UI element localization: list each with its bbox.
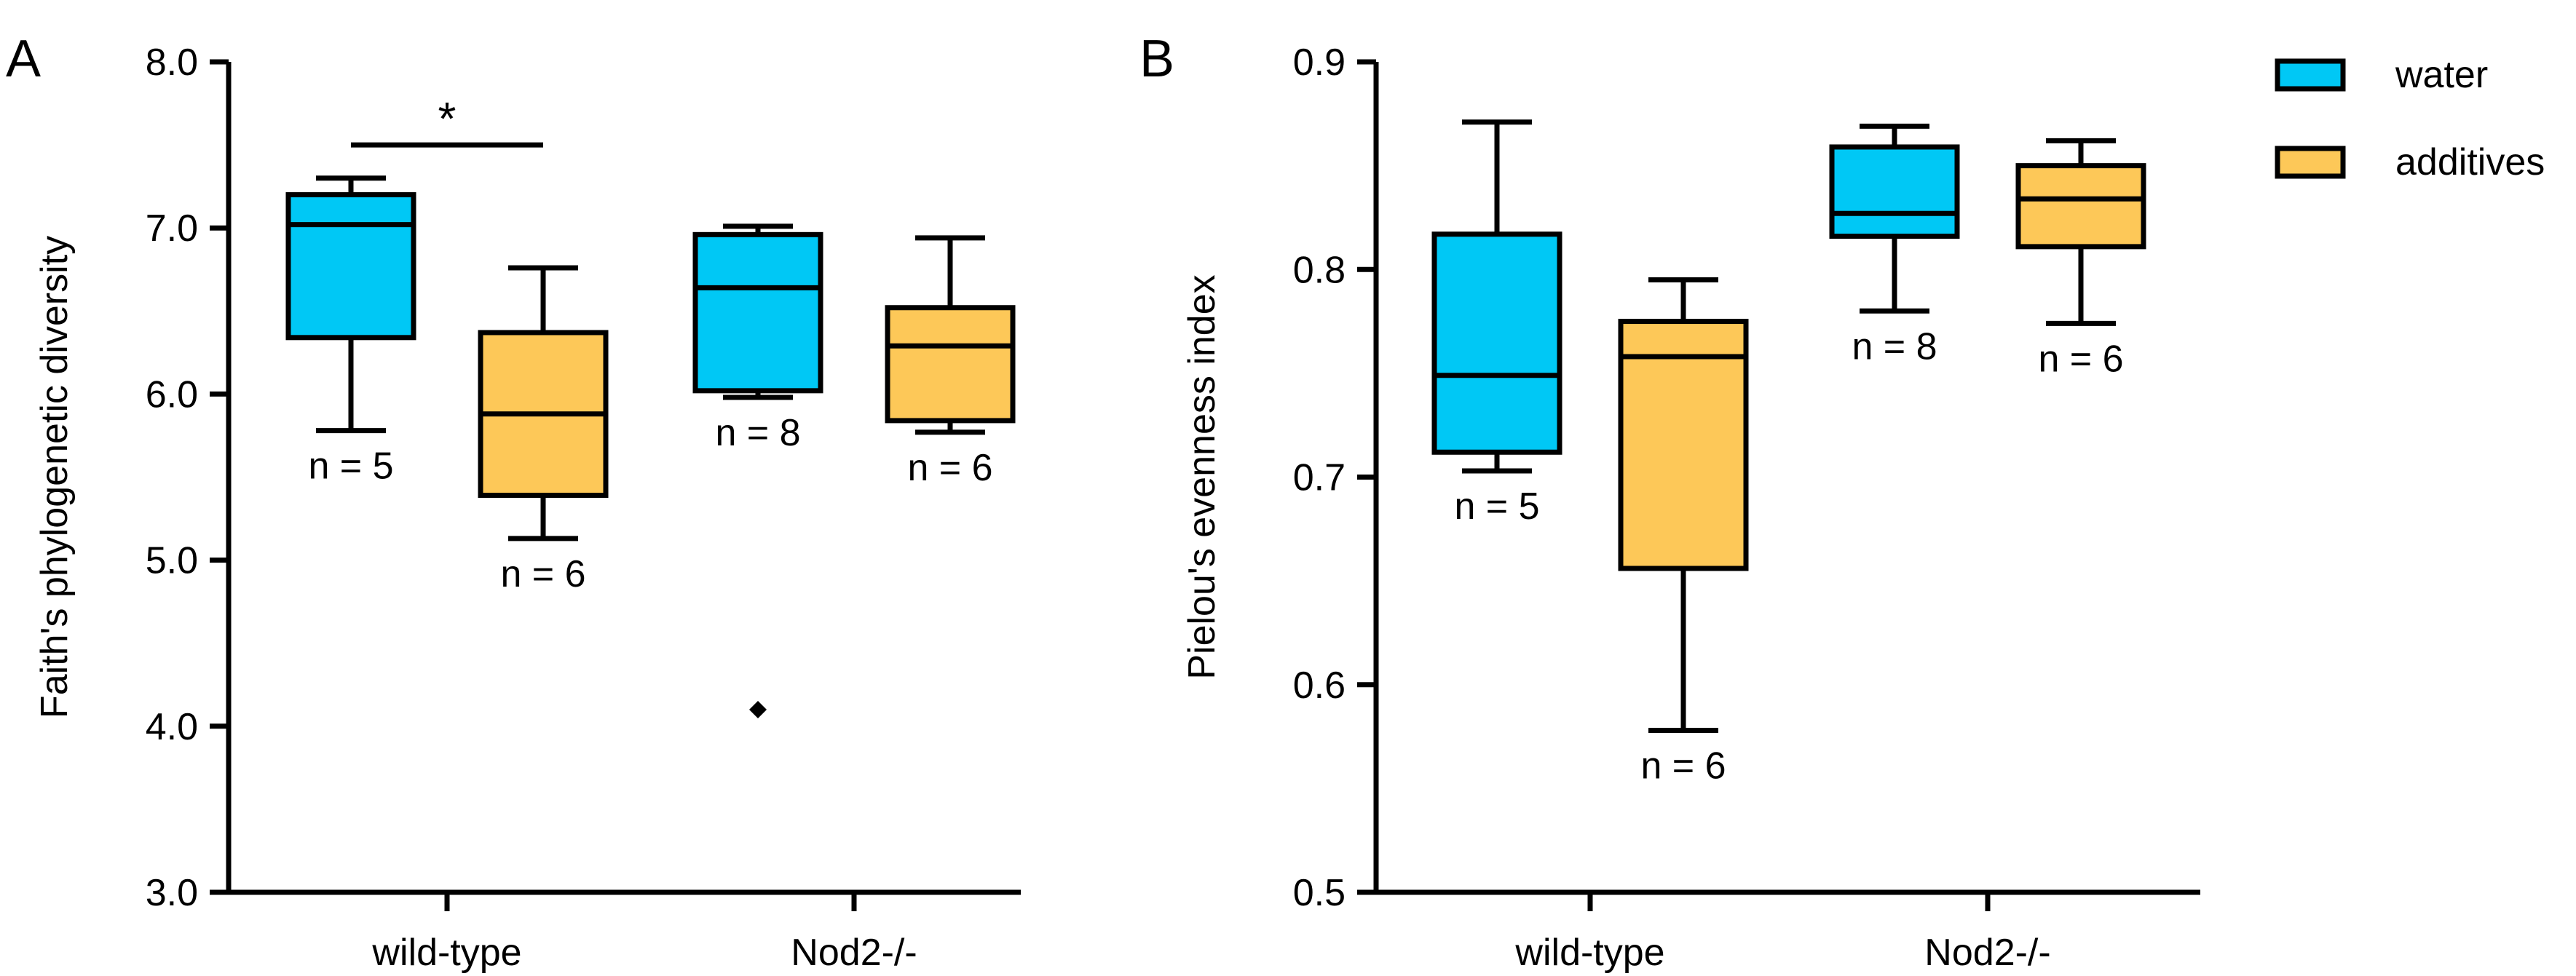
box-water-wildtype: n = 5 [1431,119,1562,528]
legend-swatch-water [2275,58,2346,92]
box-iqr [885,305,1016,424]
box-additives-wildtype: n = 6 [478,265,609,595]
x-tick-label: wild-type [371,932,521,974]
panel-b: B 0.5 0.6 0.7 0.8 0.9 wild-type Nod2-/- Pielou's… [1139,30,2200,974]
box-iqr [1618,319,1749,571]
y-tick-label: 6.0 [146,373,198,416]
legend-label-water: water [2395,54,2488,96]
box-water-wildtype: n = 5 [285,175,416,488]
y-tick-label: 3.0 [146,872,198,914]
panel-letter: B [1139,30,1174,88]
legend-swatch-additives [2275,146,2346,179]
n-label: n = 5 [308,445,393,488]
box-iqr [1829,144,1960,239]
y-tick-label: 4.0 [146,706,198,748]
y-tick-label: 0.5 [1293,872,1346,914]
y-tick-label: 0.9 [1293,41,1346,84]
box-iqr [692,231,823,394]
panel-a: A 3.0 4.0 5.0 6.0 7.0 8.0 wild-type Nod2-/- Faith… [6,30,1021,974]
y-axis-title: Pielou's evenness index [1181,274,1223,679]
y-tick-label: 0.8 [1293,249,1346,291]
legend: water additives [2275,54,2545,183]
box-additives-wildtype: n = 6 [1618,277,1749,787]
outlier-point [749,700,767,718]
x-tick-label: wild-type [1514,932,1664,974]
n-label: n = 6 [500,553,585,595]
x-tick-label: Nod2-/- [791,932,917,974]
n-label: n = 5 [1454,485,1539,528]
box-iqr [2015,163,2146,250]
box-iqr [1431,231,1562,455]
n-label: n = 6 [907,447,992,489]
box-additives-nod2: n = 6 [885,235,1016,489]
n-label: n = 8 [1852,325,1937,368]
y-tick-label: 5.0 [146,540,198,582]
panel-letter: A [6,30,41,88]
y-tick-label: 7.0 [146,207,198,250]
box-additives-nod2: n = 6 [2015,138,2146,380]
significance-label: * [438,92,457,145]
n-label: n = 6 [1640,745,1726,787]
y-axis-title: Faith's phylogenetic diversity [33,236,76,718]
box-water-nod2: n = 8 [1829,123,1960,368]
x-tick-label: Nod2-/- [1924,932,2050,974]
n-label: n = 6 [2038,338,2123,380]
y-tick-label: 0.7 [1293,457,1346,499]
legend-label-additives: additives [2395,141,2545,183]
box-iqr [285,192,416,341]
box-water-nod2: n = 8 [692,223,823,718]
n-label: n = 8 [715,412,800,454]
y-tick-label: 0.6 [1293,664,1346,707]
y-tick-label: 8.0 [146,41,198,84]
